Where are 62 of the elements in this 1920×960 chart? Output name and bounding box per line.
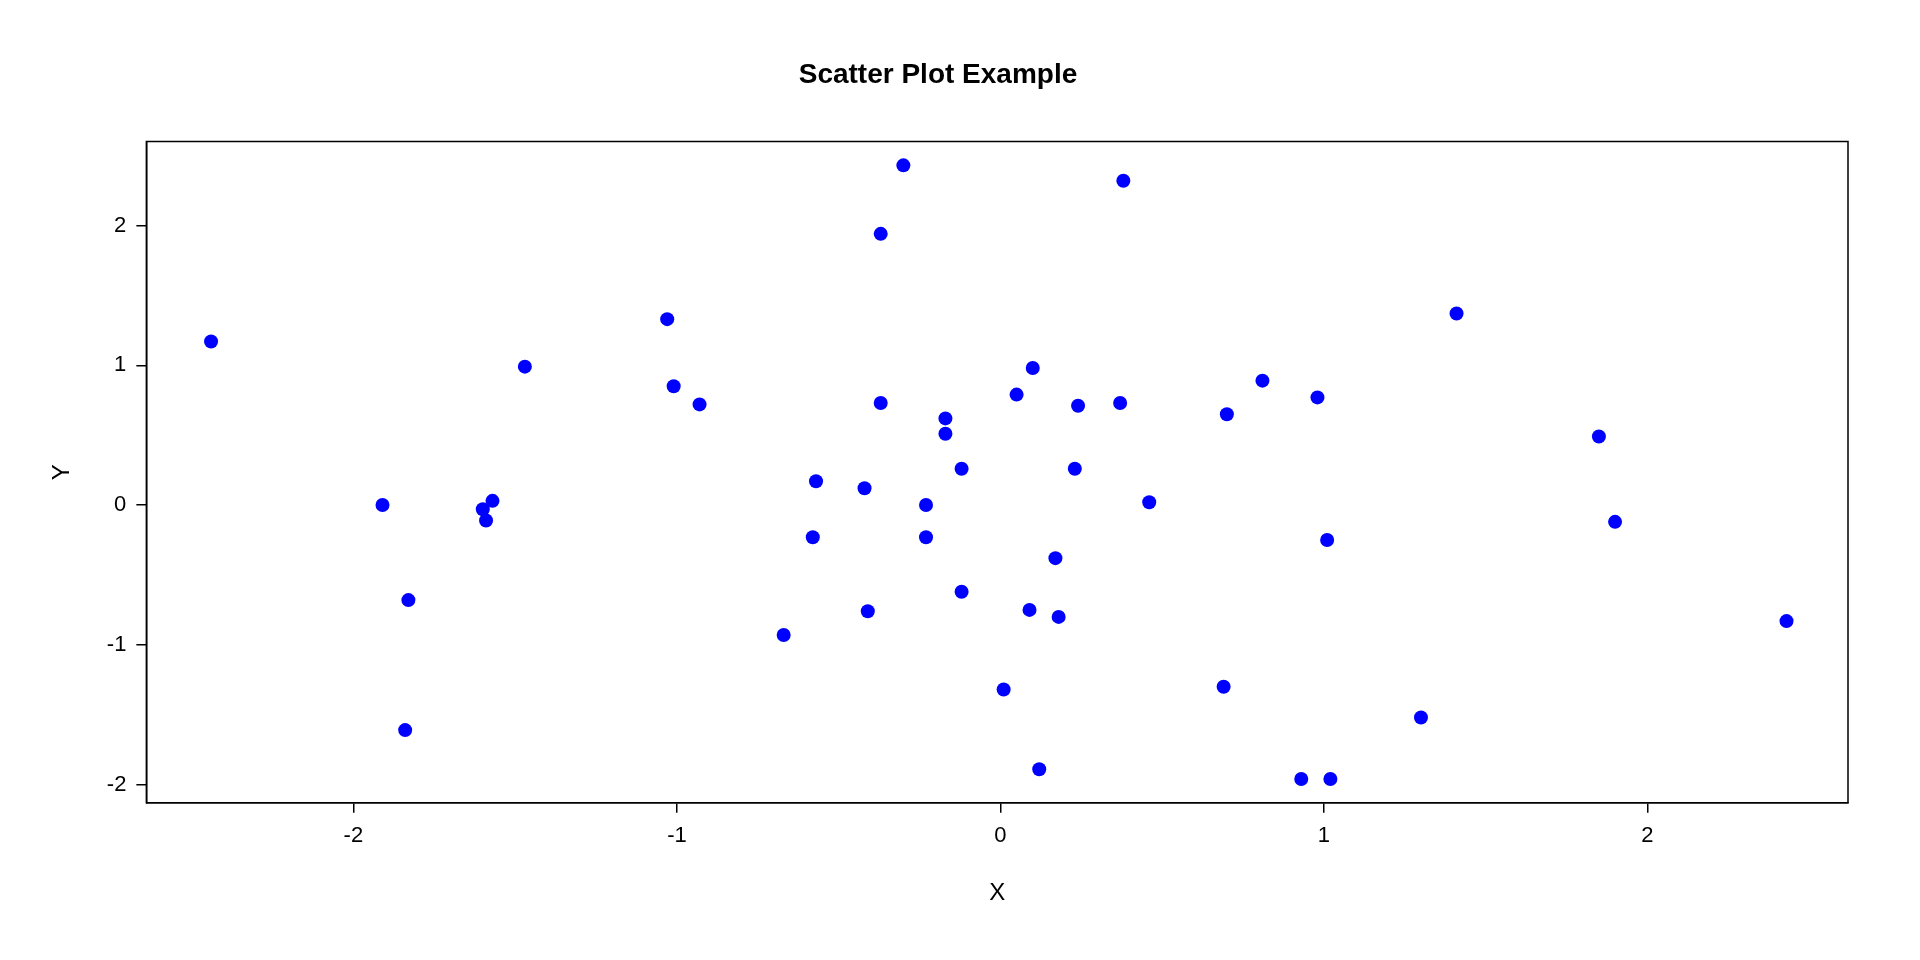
x-tick-label: -2 — [343, 822, 364, 848]
point — [1413, 710, 1428, 725]
y-tick-label: 1 — [114, 351, 127, 377]
point — [401, 593, 416, 608]
point — [1048, 551, 1063, 566]
point — [1216, 679, 1231, 694]
point — [1032, 762, 1047, 777]
point — [860, 604, 875, 619]
point — [479, 513, 494, 528]
point — [1071, 398, 1086, 413]
point — [1025, 361, 1040, 376]
point — [1779, 614, 1794, 629]
point — [398, 723, 413, 738]
point — [1113, 396, 1128, 411]
y-axis-title: Y — [47, 464, 75, 481]
point — [1022, 602, 1037, 617]
point — [660, 312, 675, 327]
y-tick-label: -1 — [106, 630, 127, 656]
point — [666, 379, 681, 394]
y-tick-label: 0 — [114, 491, 127, 517]
point — [919, 498, 934, 513]
point — [204, 334, 219, 349]
point — [1320, 533, 1335, 547]
point — [1116, 173, 1131, 188]
point — [1323, 772, 1338, 787]
point — [1449, 306, 1464, 321]
point — [873, 226, 888, 241]
point — [805, 530, 820, 545]
y-tick-label: 2 — [114, 211, 127, 237]
x-tick-label: -1 — [667, 822, 687, 848]
point — [857, 481, 872, 496]
point — [1219, 407, 1234, 422]
point — [485, 493, 500, 508]
point — [1608, 514, 1623, 529]
chart-title: Scatter Plot Example — [798, 57, 1078, 89]
y-tick-label: -2 — [106, 770, 127, 796]
point — [1142, 495, 1157, 510]
point — [954, 584, 969, 599]
point — [809, 474, 824, 489]
x-tick-label: 0 — [994, 822, 1007, 848]
x-axis-title: X — [989, 878, 1006, 906]
point — [938, 411, 953, 426]
x-tick-label: 1 — [1317, 822, 1331, 848]
x-tick-label: 2 — [1641, 822, 1654, 848]
point — [1009, 387, 1024, 402]
point — [1067, 461, 1082, 476]
point — [919, 530, 934, 545]
point — [996, 682, 1011, 697]
point — [517, 359, 532, 374]
point — [692, 397, 707, 412]
point — [1591, 429, 1606, 444]
point — [375, 498, 390, 513]
point — [776, 628, 791, 643]
point — [475, 502, 490, 517]
point — [1294, 772, 1309, 787]
point — [1310, 390, 1325, 405]
point — [896, 158, 911, 173]
point — [938, 426, 953, 441]
point — [1255, 373, 1270, 388]
point — [1051, 609, 1066, 624]
point — [873, 396, 888, 411]
point — [954, 461, 969, 476]
